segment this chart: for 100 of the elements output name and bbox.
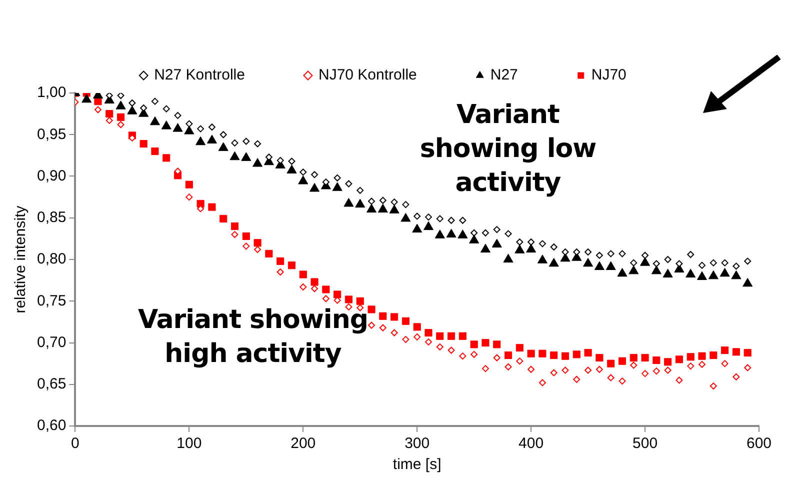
point: [402, 317, 410, 325]
point: [424, 338, 432, 346]
point: [344, 198, 354, 207]
point: [185, 180, 193, 188]
point: [651, 265, 662, 274]
point: [344, 296, 352, 304]
point: [355, 198, 366, 208]
point: [434, 230, 445, 238]
point: [469, 234, 480, 244]
point: [492, 238, 502, 248]
point: [436, 215, 444, 222]
point: [151, 147, 159, 156]
point: [584, 366, 592, 374]
point: [516, 358, 524, 365]
point: [230, 222, 239, 230]
point: [208, 124, 216, 131]
point: [527, 350, 535, 358]
point: [528, 366, 535, 373]
y-axis-title: relative intensity: [12, 205, 30, 314]
point: [446, 228, 456, 238]
point: [322, 286, 330, 294]
point: [286, 164, 297, 174]
point: [618, 357, 626, 365]
point: [607, 250, 614, 258]
point: [516, 238, 524, 246]
point: [390, 329, 398, 336]
point: [504, 230, 512, 238]
point: [356, 186, 364, 194]
x-tick-label: 0: [71, 435, 80, 452]
point: [197, 125, 204, 132]
point: [596, 252, 603, 259]
x-tick-label: 600: [746, 435, 772, 452]
point: [652, 368, 660, 375]
point: [572, 350, 580, 358]
point: [220, 131, 227, 138]
point: [698, 262, 706, 269]
point: [721, 259, 728, 266]
x-tick-label: 400: [518, 435, 544, 452]
point: [448, 332, 456, 340]
point: [676, 376, 683, 384]
point: [664, 358, 672, 366]
point: [230, 151, 240, 160]
point: [241, 152, 252, 161]
point: [710, 382, 717, 390]
point: [389, 204, 400, 214]
point: [423, 221, 434, 230]
point: [742, 278, 753, 287]
point: [345, 180, 352, 188]
point: [493, 226, 500, 234]
point: [366, 204, 377, 213]
annotation: Variant showing low activity: [418, 99, 598, 200]
point: [642, 252, 649, 259]
point: [480, 244, 490, 253]
point: [721, 360, 728, 368]
point: [368, 198, 376, 205]
point: [697, 271, 708, 280]
point: [412, 224, 422, 233]
point: [402, 201, 410, 208]
point: [300, 168, 307, 176]
x-tick-label: 100: [176, 435, 202, 452]
point: [424, 214, 432, 221]
point: [94, 98, 102, 106]
legend-label: N27 Kontrolle: [154, 66, 245, 84]
point: [231, 231, 238, 238]
point: [526, 244, 536, 253]
point: [664, 256, 672, 263]
legend-label: NJ70 Kontrolle: [318, 66, 417, 84]
y-tick-label: 0,95: [36, 126, 66, 143]
annotation: Variant showing high activity: [137, 304, 369, 371]
point: [242, 232, 250, 240]
point: [744, 258, 752, 265]
y-tick-label: 0,80: [36, 250, 66, 268]
point: [356, 297, 364, 305]
point: [402, 336, 410, 343]
legend-label: N27: [490, 66, 518, 84]
point: [514, 244, 525, 254]
point: [162, 105, 170, 112]
point: [448, 216, 455, 224]
point: [106, 110, 114, 118]
point: [94, 106, 102, 114]
point: [640, 257, 650, 266]
point: [379, 196, 386, 204]
point: [332, 182, 342, 191]
point: [482, 365, 489, 372]
x-tick-label: 500: [632, 435, 658, 452]
point: [617, 268, 628, 277]
x-axis-title: time [s]: [392, 456, 442, 474]
point: [607, 374, 614, 382]
point: [732, 348, 740, 356]
point: [744, 364, 752, 372]
point: [482, 229, 489, 236]
point: [698, 360, 706, 368]
point: [379, 324, 386, 332]
x-tick-label: 300: [404, 435, 430, 452]
point: [252, 158, 263, 167]
y-tick-label: 0,85: [36, 209, 66, 226]
point: [116, 113, 125, 121]
point: [186, 194, 193, 201]
point: [310, 182, 320, 192]
legend-label: NJ70: [591, 66, 626, 84]
